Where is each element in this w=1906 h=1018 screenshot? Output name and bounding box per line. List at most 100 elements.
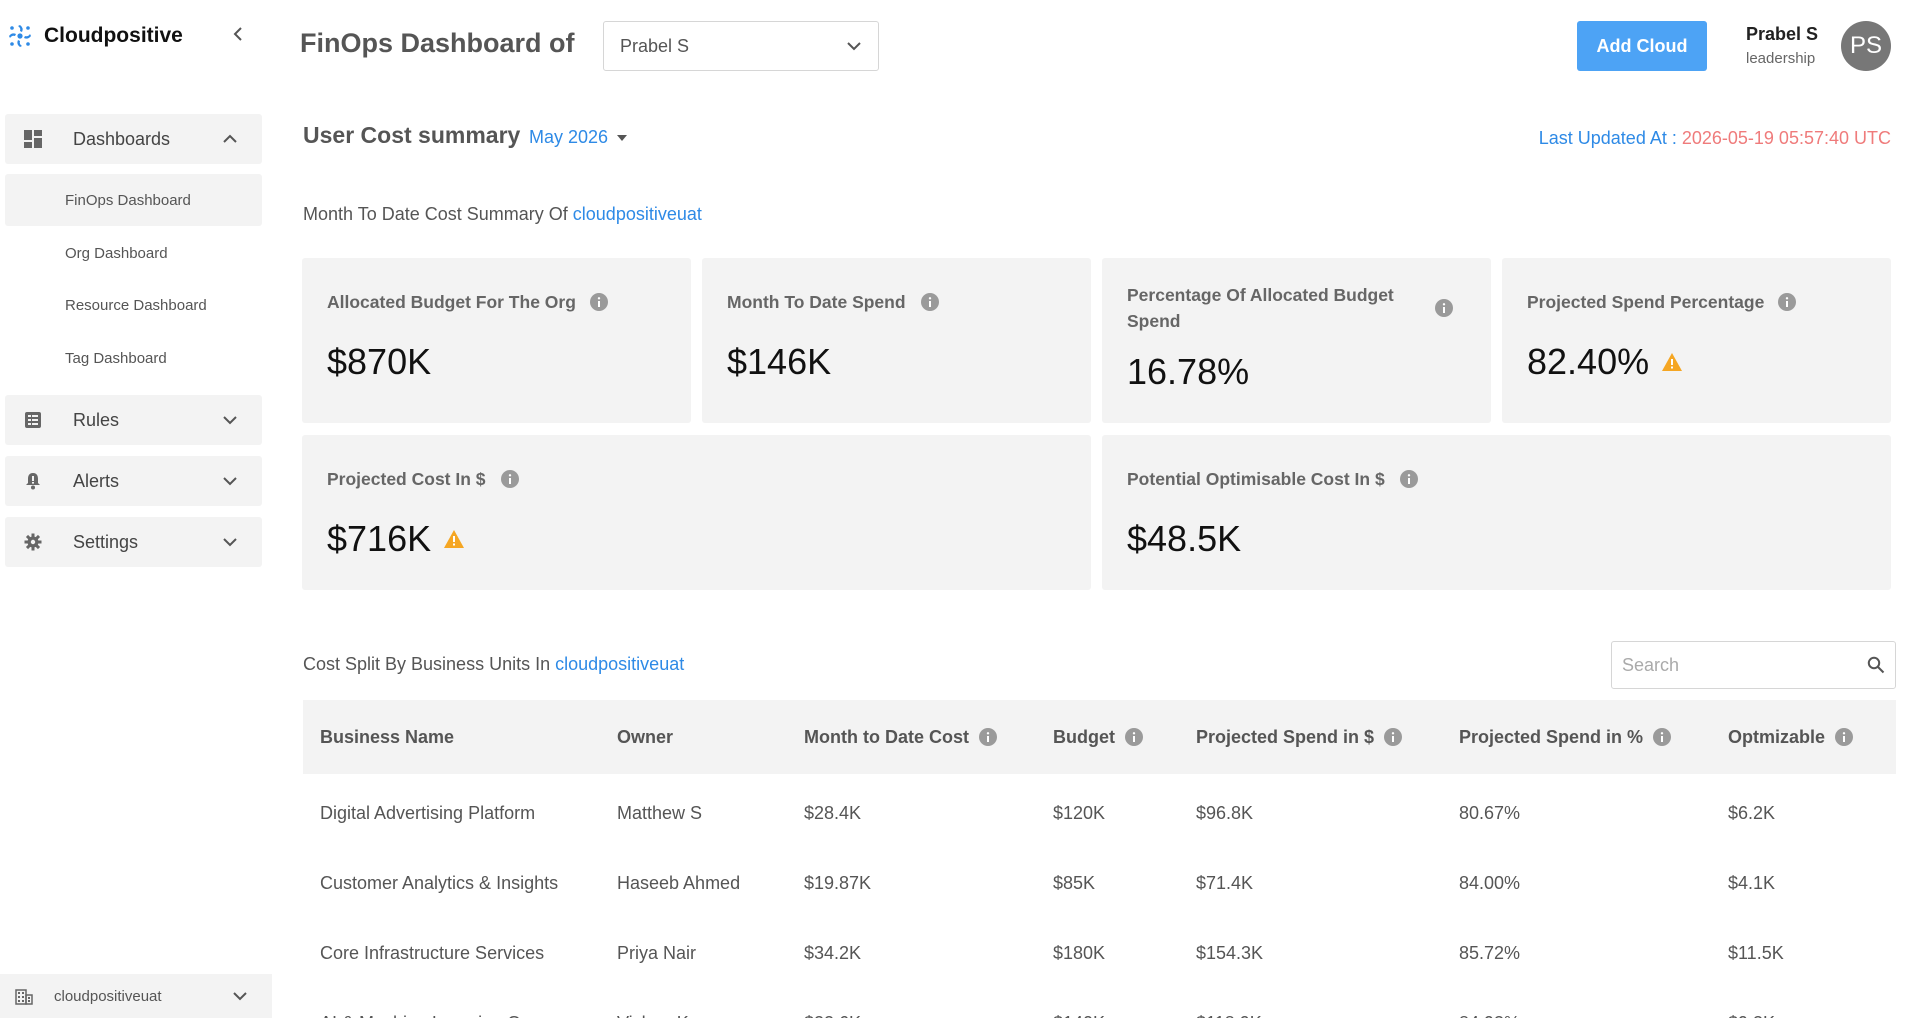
card-label: Percentage Of Allocated Budget Spend: [1127, 282, 1394, 334]
info-icon[interactable]: [1835, 728, 1854, 746]
column-header-business-name[interactable]: Business Name: [320, 700, 454, 774]
column-header-projected-spend-usd[interactable]: Projected Spend in $: [1196, 700, 1403, 774]
org-switcher-label: cloudpositiveuat: [54, 987, 162, 1005]
card-projected-cost: Projected Cost In $ $716K: [302, 435, 1091, 590]
column-header-owner[interactable]: Owner: [617, 700, 673, 774]
column-header-mtd-cost[interactable]: Month to Date Cost: [804, 700, 997, 774]
sidebar-item-tag-dashboard[interactable]: Tag Dashboard: [65, 349, 167, 367]
brand-name: Cloudpositive: [44, 24, 183, 47]
cell-projected-spend-pct: 84.93%: [1459, 988, 1520, 1018]
info-icon[interactable]: [590, 293, 608, 311]
collapse-sidebar-button[interactable]: [226, 22, 250, 46]
month-picker[interactable]: May 2026: [529, 127, 628, 148]
avatar[interactable]: PS: [1841, 21, 1891, 71]
column-header-projected-spend-pct[interactable]: Projected Spend in %: [1459, 700, 1672, 774]
card-value: $870K: [327, 341, 431, 383]
brand[interactable]: Cloudpositive: [6, 22, 183, 50]
sidebar-item-org-dashboard[interactable]: Org Dashboard: [65, 244, 168, 262]
cell-business-name: AI & Machine Learning Ops: [320, 988, 540, 1018]
info-icon[interactable]: [501, 470, 519, 488]
last-updated-value: 2026-05-19 05:57:40 UTC: [1681, 128, 1891, 148]
cell-projected-spend-usd: $154.3K: [1196, 942, 1264, 963]
cell-owner: Vishnu K: [617, 988, 689, 1018]
sidebar-group-label: Rules: [73, 409, 120, 430]
table-row[interactable]: Digital Advertising Platform Matthew S $…: [303, 778, 1896, 848]
last-updated: Last Updated At : 2026-05-19 05:57:40 UT…: [1539, 128, 1891, 149]
sidebar-group-alerts[interactable]: Alerts: [5, 456, 262, 506]
info-icon[interactable]: [1653, 728, 1672, 746]
card-value: $716K: [327, 518, 465, 560]
info-icon[interactable]: [1400, 470, 1418, 488]
info-icon[interactable]: [978, 728, 997, 746]
card-label-line: Percentage Of Allocated Budget: [1127, 285, 1394, 305]
caret-down-icon: [616, 134, 628, 142]
chevron-down-icon: [230, 986, 250, 1006]
sidebar-group-dashboards[interactable]: Dashboards: [5, 114, 262, 164]
mtd-summary-heading-text: Month To Date Cost Summary Of: [303, 204, 568, 224]
sidebar-group-label: Dashboards: [73, 128, 171, 149]
cell-business-name: Customer Analytics & Insights: [320, 872, 559, 893]
cell-budget: $140K: [1053, 988, 1105, 1018]
user-select-dropdown[interactable]: Prabel S: [603, 21, 879, 71]
info-icon[interactable]: [1778, 293, 1796, 311]
last-updated-label: Last Updated At :: [1538, 128, 1677, 148]
cell-optimizable: $9.3K: [1728, 988, 1775, 1018]
search-input[interactable]: [1622, 654, 1867, 676]
chevron-up-icon: [220, 129, 240, 149]
mtd-summary-heading: Month To Date Cost Summary Of cloudposit…: [303, 204, 702, 225]
sidebar-item-finops-dashboard[interactable]: FinOps Dashboard: [5, 174, 262, 226]
card-mtd-spend: Month To Date Spend $146K: [702, 258, 1091, 423]
page-title: FinOps Dashboard of: [300, 28, 575, 58]
chevron-down-icon: [846, 41, 862, 51]
sidebar-group-settings[interactable]: Settings: [5, 517, 262, 567]
column-header-label: Projected Spend in %: [1459, 726, 1644, 747]
month-picker-value: May 2026: [529, 127, 609, 147]
add-cloud-button[interactable]: Add Cloud: [1577, 21, 1707, 71]
card-value-text: $146K: [727, 341, 832, 382]
cell-budget: $120K: [1053, 802, 1106, 823]
org-switcher[interactable]: cloudpositiveuat: [0, 974, 272, 1018]
card-value: $48.5K: [1127, 518, 1241, 560]
cell-business-name: Digital Advertising Platform: [320, 802, 536, 823]
search-box: [1611, 641, 1896, 689]
column-header-budget[interactable]: Budget: [1053, 700, 1143, 774]
info-icon[interactable]: [1125, 728, 1143, 746]
info-icon[interactable]: [1435, 299, 1453, 317]
info-icon[interactable]: [1384, 728, 1403, 746]
cell-mtd-cost: $28.4K: [804, 802, 862, 823]
search-icon[interactable]: [1867, 656, 1885, 674]
card-value: 82.40%: [1527, 341, 1683, 383]
card-value-text: $716K: [327, 518, 432, 559]
sidebar-group-rules[interactable]: Rules: [5, 395, 262, 445]
card-value-text: $48.5K: [1127, 518, 1242, 559]
sidebar-item-resource-dashboard[interactable]: Resource Dashboard: [65, 296, 207, 314]
card-value: 16.78%: [1127, 351, 1249, 393]
cell-mtd-cost: $19.87K: [804, 872, 872, 893]
org-link[interactable]: cloudpositiveuat: [572, 204, 702, 224]
cell-projected-spend-usd: $96.8K: [1196, 802, 1254, 823]
table-row[interactable]: Core Infrastructure Services Priya Nair …: [303, 918, 1896, 988]
info-icon[interactable]: [921, 293, 939, 311]
card-projected-spend-pct: Projected Spend Percentage 82.40%: [1502, 258, 1891, 423]
chevron-down-icon: [220, 471, 240, 491]
chevron-down-icon: [220, 410, 240, 430]
card-allocated-budget: Allocated Budget For The Org $870K: [302, 258, 691, 423]
card-label: Projected Cost In $: [327, 469, 486, 489]
cost-split-heading-text: Cost Split By Business Units In: [303, 654, 551, 674]
warning-icon: [443, 529, 465, 549]
org-link[interactable]: cloudpositiveuat: [555, 654, 685, 674]
cell-optimizable: $4.1K: [1728, 872, 1776, 893]
cell-budget: $180K: [1053, 942, 1106, 963]
card-label: Month To Date Spend: [727, 292, 906, 312]
column-header-optimizable[interactable]: Optmizable: [1728, 700, 1854, 774]
cell-projected-spend-pct: 84.00%: [1459, 872, 1521, 893]
cell-projected-spend-pct: 80.67%: [1459, 802, 1521, 823]
cell-mtd-cost: $22.6K: [804, 988, 861, 1018]
user-name: Prabel S: [1746, 24, 1819, 44]
card-label-line: Spend: [1127, 311, 1181, 331]
column-header-label: Projected Spend in $: [1196, 726, 1375, 747]
cell-business-name: Core Infrastructure Services: [320, 942, 545, 963]
table-row[interactable]: AI & Machine Learning Ops Vishnu K $22.6…: [303, 988, 1896, 1018]
table-row[interactable]: Customer Analytics & Insights Haseeb Ahm…: [303, 848, 1896, 918]
dashboard-grid-icon: [23, 129, 43, 149]
